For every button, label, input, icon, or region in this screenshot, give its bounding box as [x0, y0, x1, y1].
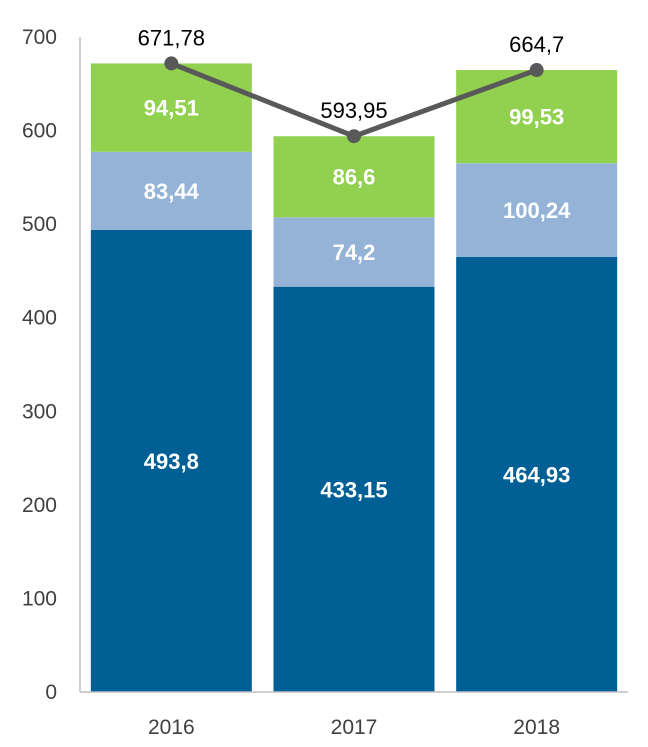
y-tick-label: 600 [22, 120, 57, 143]
y-tick-label: 0 [45, 681, 57, 704]
bar-segment-label: 433,15 [320, 477, 387, 502]
bar-segment-2016-2 [90, 63, 252, 152]
bars: 493,8 83,44 94,51 433,15 74,2 86,6 464,93 100,2… [90, 63, 618, 693]
bar-segment-label: 74,2 [333, 240, 376, 265]
totals-point [529, 63, 544, 78]
totals-line: 671,78 593,95 664,7 [138, 25, 564, 144]
bar-segment-label: 86,6 [333, 165, 376, 190]
bar-segment-2018-2 [456, 70, 618, 164]
bar-segment-label: 464,93 [503, 462, 570, 487]
bar-segment-2016-1 [90, 151, 252, 230]
y-tick-label: 200 [22, 494, 57, 517]
bar-segment-label: 94,51 [144, 96, 199, 121]
x-tick-label: 2017 [331, 716, 378, 739]
bar-segment-label: 83,44 [144, 179, 200, 204]
totals-point [164, 56, 179, 71]
x-tick-label: 2018 [513, 716, 560, 739]
bar-segment-2017-1 [273, 217, 435, 287]
y-axis: 0 100 200 300 400 500 600 700 [22, 26, 81, 704]
bar-segment-label: 99,53 [509, 105, 564, 130]
bar-segment-label: 100,24 [503, 198, 571, 223]
y-tick-label: 500 [22, 213, 57, 236]
y-tick-label: 300 [22, 400, 57, 423]
bar-segment-2016-0 [90, 229, 252, 693]
x-tick-label: 2016 [148, 716, 195, 739]
y-tick-label: 400 [22, 307, 57, 330]
bar-segment-2017-2 [273, 136, 435, 218]
totals-label: 671,78 [138, 25, 205, 50]
y-tick-label: 700 [22, 26, 57, 49]
totals-point [347, 129, 361, 144]
totals-label: 593,95 [320, 98, 387, 123]
x-axis: 2016 2017 2018 [80, 691, 628, 739]
bar-segment-2018-1 [456, 163, 618, 257]
totals-label: 664,7 [509, 32, 564, 57]
bar-segment-2017-0 [273, 286, 435, 692]
y-tick-label: 100 [22, 587, 57, 610]
bar-segment-2018-0 [456, 256, 618, 692]
bar-segment-label: 493,8 [144, 449, 199, 474]
